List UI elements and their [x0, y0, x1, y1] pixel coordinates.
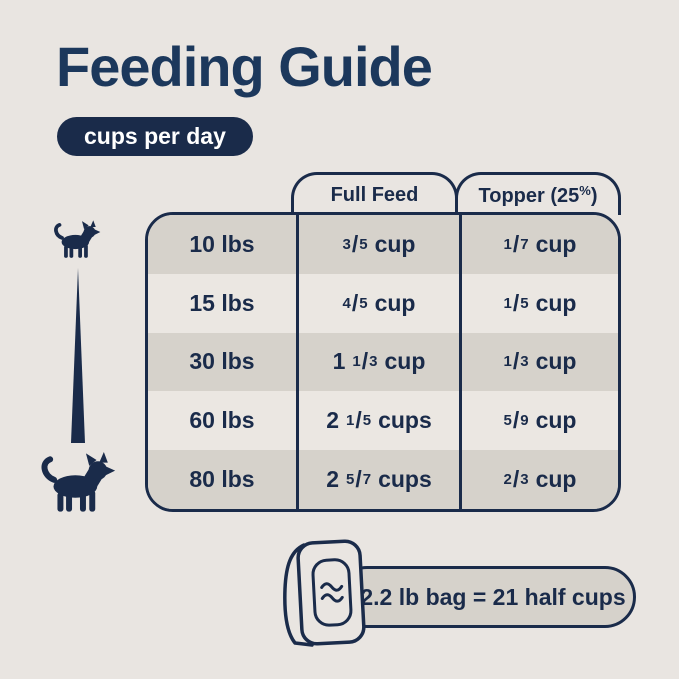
table-row: 60 lbs 2 1/5 cups 5/9 cup: [148, 391, 618, 451]
topper-label: Topper (25%): [478, 182, 598, 207]
topper-cell: 1/3 cup: [459, 332, 618, 392]
table-row: 10 lbs 3/5 cup 1/7 cup: [148, 215, 618, 274]
weight-cell: 30 lbs: [189, 348, 255, 375]
topper-cell: 1/5 cup: [459, 273, 618, 333]
food-bag-icon: [283, 539, 366, 647]
topper-cell: 5/9 cup: [459, 391, 618, 451]
weight-cell: 60 lbs: [189, 407, 255, 434]
table-row: 15 lbs 4/5 cup 1/5 cup: [148, 273, 618, 333]
topper-cell: 2/3 cup: [459, 450, 618, 509]
page-title: Feeding Guide: [56, 35, 433, 98]
full-feed-cell: 3/5 cup: [296, 215, 459, 274]
weight-cell: 80 lbs: [189, 466, 255, 493]
bag-equivalence-note: 2.2 lb bag = 21 half cups: [336, 566, 636, 628]
table-row: 30 lbs 1 1/3 cup 1/3 cup: [148, 332, 618, 392]
column-header-topper: Topper (25%): [455, 172, 621, 215]
size-scale-wedge: [71, 268, 85, 443]
weight-cell: 10 lbs: [189, 230, 255, 257]
table-row: 80 lbs 2 5/7 cups 2/3 cup: [148, 450, 618, 509]
full-feed-cell: 4/5 cup: [296, 273, 459, 333]
full-feed-cell: 1 1/3 cup: [296, 332, 459, 392]
small-dog-icon: [54, 220, 101, 258]
column-header-full-feed: Full Feed: [291, 172, 458, 215]
full-feed-cell: 2 5/7 cups: [296, 450, 459, 509]
large-dog-icon: [41, 452, 116, 512]
topper-cell: 1/7 cup: [459, 215, 618, 274]
full-feed-cell: 2 1/5 cups: [296, 391, 459, 451]
weight-cell: 15 lbs: [189, 289, 255, 316]
cups-per-day-badge: cups per day: [57, 117, 253, 156]
feeding-table: 10 lbs 3/5 cup 1/7 cup 15 lbs 4/5 cup 1/5 cu…: [145, 212, 621, 512]
full-feed-label: Full Feed: [330, 183, 419, 206]
